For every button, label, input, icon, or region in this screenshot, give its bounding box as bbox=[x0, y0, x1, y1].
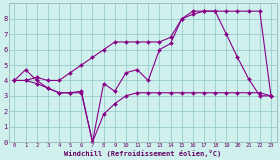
X-axis label: Windchill (Refroidissement éolien,°C): Windchill (Refroidissement éolien,°C) bbox=[64, 150, 221, 156]
